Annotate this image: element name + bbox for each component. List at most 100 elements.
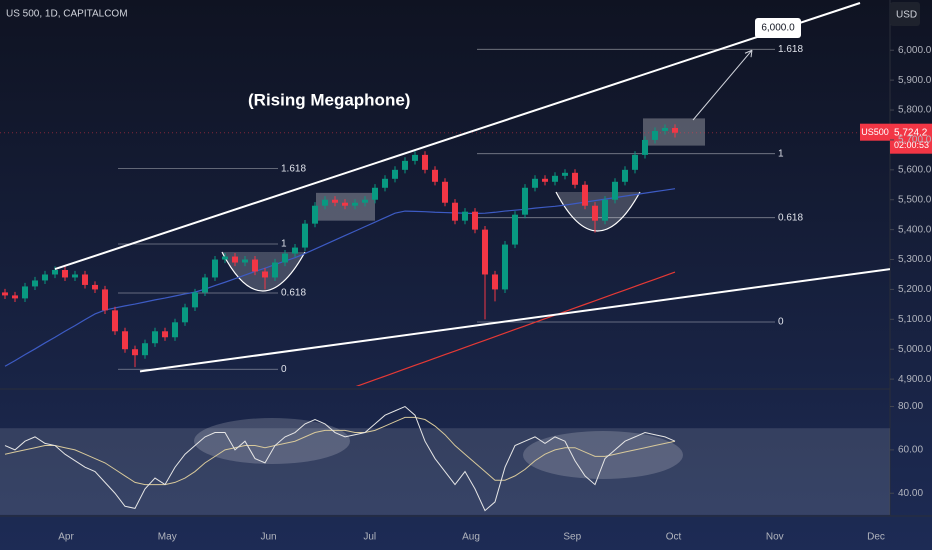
candle-body [422,154,428,170]
candle-body [582,184,588,206]
candle-body [352,202,358,206]
candle-body [632,154,638,170]
megaphone-line [139,268,890,373]
countdown-label: 02:00:53 [894,140,929,150]
candle-body [602,199,608,221]
target-box [755,18,801,38]
moving-average [355,271,676,386]
rsi-tick-label: 60.00 [898,445,923,456]
candle-body [442,181,448,203]
megaphone-line [54,2,861,271]
y-tick-label: 5,400.0 [898,224,932,235]
candle-body [472,211,478,230]
candle-body [492,274,498,290]
symbol-label: US500 [861,127,889,137]
overlay: 1.618 1 0.618 0 1.618 1 0.618 0 6,000.0 US500 5,72… [281,18,932,375]
candle-body [32,280,38,287]
y-tick-label: 5,800.0 [898,105,932,116]
candle-body [342,202,348,206]
currency-button[interactable] [890,2,920,26]
x-tick-label: May [158,532,177,543]
candle-body [252,259,258,272]
candle-body [362,199,368,203]
moving-average [4,188,676,367]
y-tick-label: 5,900.0 [898,75,932,86]
candle-body [542,178,548,182]
candle-body [312,205,318,224]
candle-body [142,343,148,356]
candle-body [112,310,118,332]
candle-body [522,187,528,215]
candle-body [482,229,488,275]
candle-body [392,169,398,179]
candle-body [162,331,168,338]
rsi-highlight [523,431,683,479]
candle-body [102,289,108,311]
candle-body [212,259,218,278]
candle-body [172,322,178,338]
candle-body [122,331,128,350]
arrow-head [744,49,753,58]
fib-label: 0.618 [281,288,306,299]
candle-body [82,274,88,285]
candle-body [612,181,618,200]
y-tick-label: 4,900.0 [898,374,932,385]
x-tick-label: Dec [867,532,885,543]
target-label: 6,000.0 [761,23,795,34]
chart-title: US 500, 1D, CAPITALCOM [6,9,128,20]
price-tag [890,123,932,154]
candle-body [52,269,58,275]
candle-body [382,178,388,188]
candle-body [152,331,158,344]
fib-label: 0.618 [778,212,803,223]
currency-label: USD [896,10,917,21]
candle-body [592,205,598,221]
candle-body [432,169,438,182]
rsi-highlight [194,418,350,464]
y-tick-label: 5,000.0 [898,344,932,355]
candle-body [622,169,628,182]
fib-label: 1.618 [281,163,306,174]
x-tick-label: Nov [766,532,784,543]
x-tick-label: Jul [363,532,376,543]
candle-body [372,187,378,200]
pattern-annotation: (Rising Megaphone) [248,90,410,109]
last-price-label: 5,724.2 [894,127,928,138]
fib-label: 1.618 [778,44,803,55]
candle-body [222,256,228,260]
candle-body [302,223,308,248]
candle-body [62,269,68,278]
x-tick-label: Apr [58,532,74,543]
rsi-signal [4,416,676,486]
candle-body [672,127,678,133]
candle-body [242,259,248,263]
candle-body [202,277,208,293]
y-tick-label: 5,200.0 [898,284,932,295]
candle-body [92,284,98,290]
fib-label: 1 [281,239,287,250]
fib-label: 0 [281,364,287,375]
y-tick-label: 5,600.0 [898,164,932,175]
candle-body [532,178,538,188]
candle-body [232,256,238,263]
candle-body [652,130,658,140]
candle-body [262,271,268,278]
y-tick-label: 5,500.0 [898,194,932,205]
y-tick-label: 6,000.0 [898,45,932,56]
candle-body [2,292,8,296]
symbol-tag [860,123,890,141]
x-tick-label: Aug [462,532,480,543]
candle-body [552,175,558,182]
candle-body [292,247,298,254]
rsi-tick-label: 80.00 [898,401,923,412]
candle-body [132,349,138,356]
candle-body [72,274,78,278]
candle-body [182,307,188,323]
candle-body [642,139,648,155]
candle-body [12,295,18,299]
candle-body [462,211,468,221]
y-tick-label: 5,700.0 [898,135,932,146]
candle-body [272,262,278,278]
